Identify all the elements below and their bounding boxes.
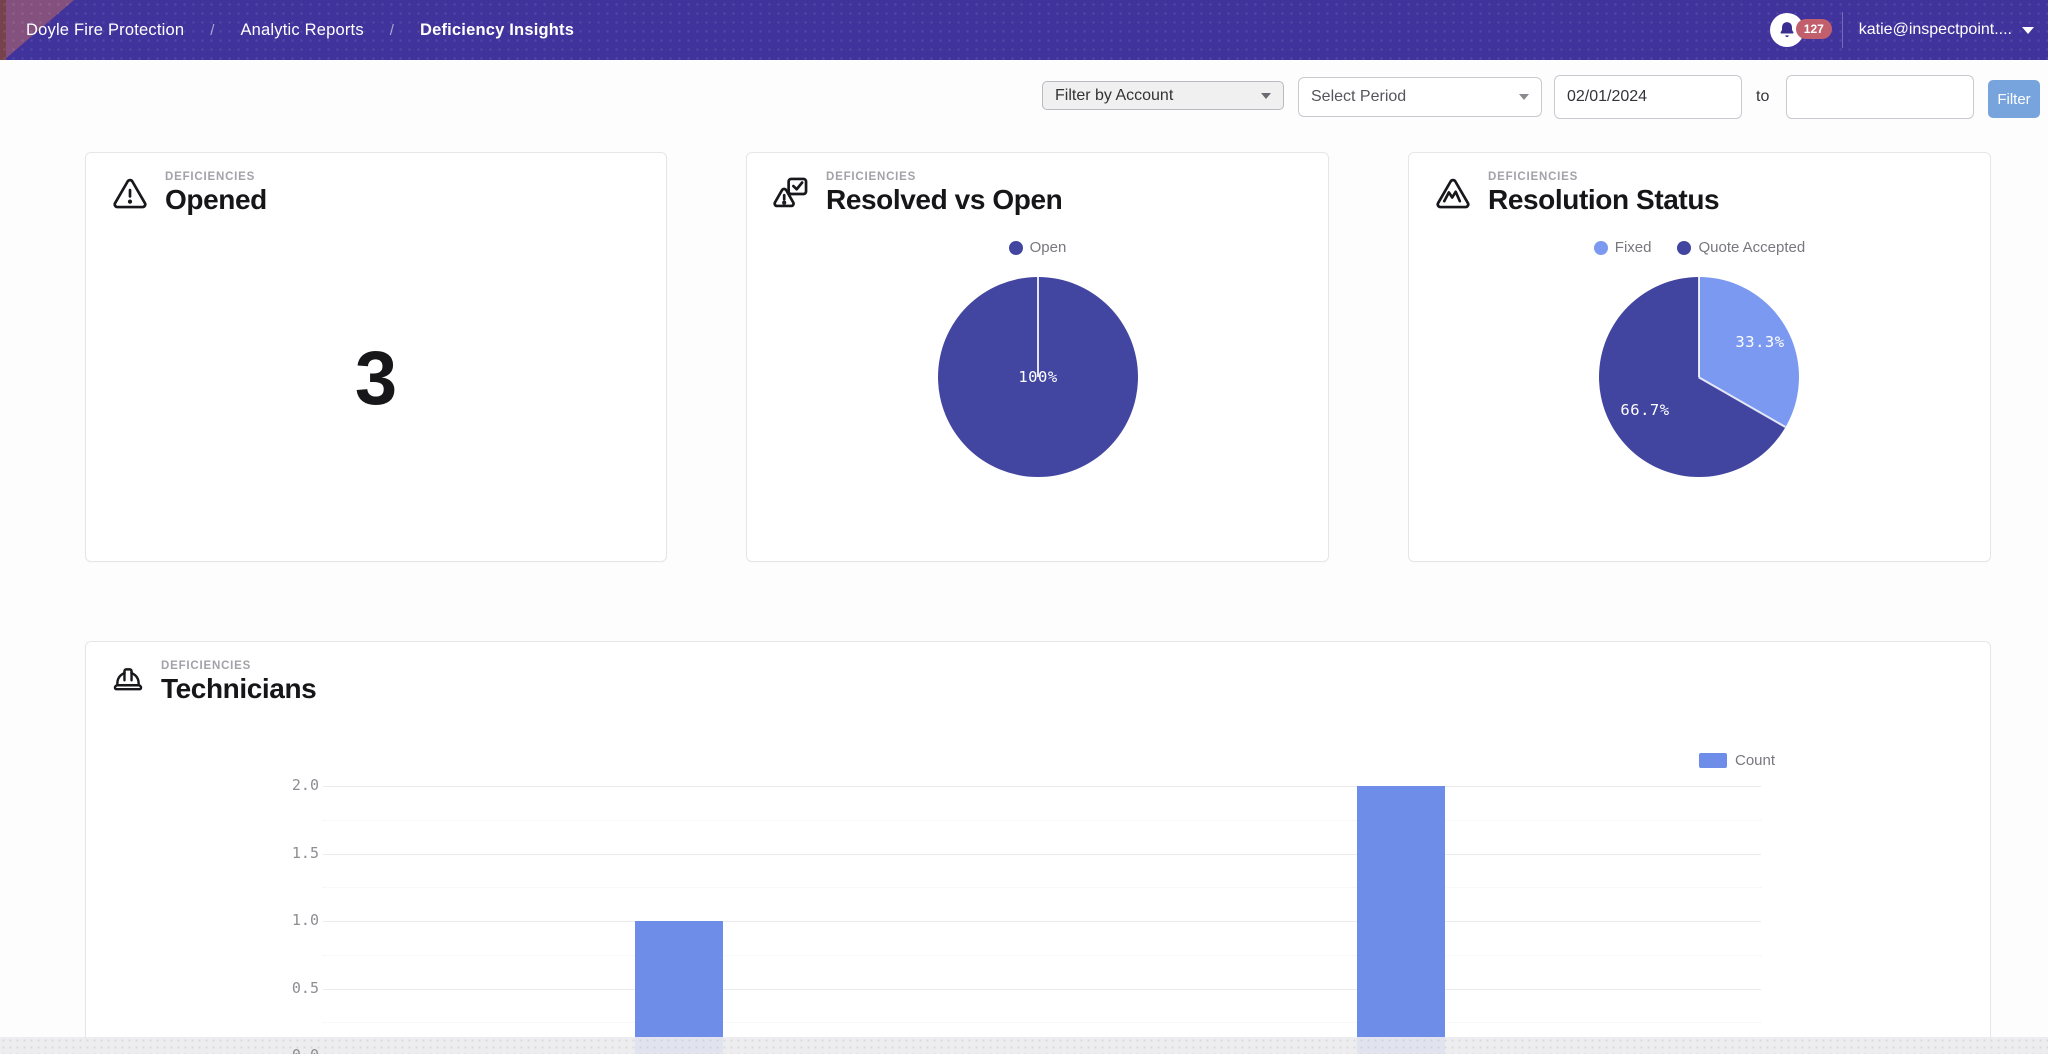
legend-label: Quote Accepted: [1698, 239, 1806, 256]
warning-triangle-icon: [113, 178, 147, 209]
pie-slice-separator: [1698, 277, 1700, 377]
navbar-right-group: 127 katie@inspectpoint....: [1769, 0, 2040, 60]
bar-count[interactable]: [1357, 786, 1445, 1054]
card-title: Resolution Status: [1488, 184, 1720, 215]
card-title: Opened: [165, 184, 267, 215]
legend-item-fixed[interactable]: Fixed: [1593, 239, 1652, 256]
gridline: [323, 954, 1761, 956]
legend-item-open[interactable]: Open: [1008, 239, 1067, 256]
breadcrumb-analytic-reports[interactable]: Analytic Reports: [240, 20, 364, 39]
legend-label: Fixed: [1614, 239, 1652, 256]
navbar-edge-accent: [0, 0, 6, 60]
opened-count-value: 3: [354, 336, 398, 421]
pie-slice-label: 100%: [1018, 368, 1058, 386]
legend-item-count[interactable]: Count: [1699, 752, 1775, 769]
gridline: [323, 887, 1761, 889]
breadcrumb-separator: /: [389, 21, 394, 39]
date-to-input[interactable]: [1786, 75, 1974, 119]
gridline: [323, 921, 1761, 922]
card-eyebrow: DEFICIENCIES: [1488, 171, 1579, 183]
hard-hat-icon: [113, 668, 143, 691]
legend-swatch: [1699, 753, 1727, 768]
account-filter-label: Filter by Account: [1055, 86, 1174, 104]
pie-legend: Open: [747, 239, 1328, 256]
period-select[interactable]: Select Period: [1298, 77, 1542, 117]
navbar-divider: [1841, 12, 1843, 48]
chevron-down-icon: [1519, 94, 1529, 100]
card-title: Resolved vs Open: [826, 184, 1063, 215]
pie-slice-separator: [1037, 277, 1039, 377]
chevron-down-icon: [1261, 92, 1271, 99]
breadcrumb-deficiency-insights[interactable]: Deficiency Insights: [419, 20, 575, 39]
pie-legend: Fixed Quote Accepted: [1409, 239, 1990, 256]
card-eyebrow: DEFICIENCIES: [161, 660, 252, 672]
card-header: DEFICIENCIES Resolved vs Open: [772, 171, 1063, 216]
legend-label: Open: [1029, 239, 1067, 256]
y-axis-tick: 2.0: [291, 776, 319, 794]
legend-dot: [1008, 240, 1023, 255]
gridline: [323, 988, 1761, 990]
pie-slice-label-quote-accepted: 66.7%: [1620, 401, 1670, 419]
date-range-to-label: to: [1756, 88, 1770, 105]
user-menu[interactable]: katie@inspectpoint....: [1859, 21, 2040, 39]
card-header: DEFICIENCIES Technicians: [111, 660, 317, 705]
breadcrumb-company[interactable]: Doyle Fire Protection: [26, 20, 185, 39]
date-from-input[interactable]: [1554, 75, 1742, 119]
card-header: DEFICIENCIES Resolution Status: [1434, 171, 1720, 216]
notification-count-badge: 127: [1795, 19, 1832, 39]
card-title: Technicians: [161, 673, 317, 704]
bell-icon: [1780, 22, 1794, 38]
breadcrumb: Doyle Fire Protection / Analytic Reports…: [26, 0, 574, 60]
y-axis-tick: 0.5: [291, 979, 319, 997]
card-header: DEFICIENCIES Opened: [111, 171, 267, 216]
horizontal-scrollbar-track[interactable]: [0, 1037, 2048, 1054]
y-axis-tick: 1.5: [291, 844, 319, 862]
activity-triangle-icon: [1436, 178, 1470, 209]
technicians-bar-chart: [323, 642, 1761, 1054]
gridline: [323, 853, 1761, 855]
card-eyebrow: DEFICIENCIES: [826, 171, 917, 183]
card-technicians: DEFICIENCIES Technicians Count 2.0 1.5 1…: [85, 641, 1991, 1054]
chevron-down-icon: [2022, 26, 2034, 34]
resolution-status-pie-chart[interactable]: 33.3% 66.7%: [1599, 277, 1799, 477]
y-axis-tick: 1.0: [291, 911, 319, 929]
gridline: [323, 1022, 1761, 1024]
card-resolved-vs-open: DEFICIENCIES Resolved vs Open Open 100%: [746, 152, 1329, 562]
card-eyebrow: DEFICIENCIES: [165, 171, 256, 183]
y-axis-tick: 0.0: [259, 1046, 319, 1054]
account-filter-select[interactable]: Filter by Account: [1042, 81, 1284, 110]
legend-dot: [1593, 240, 1608, 255]
card-resolution-status: DEFICIENCIES Resolution Status Fixed Quo…: [1408, 152, 1991, 562]
notifications-button[interactable]: 127: [1769, 10, 1832, 50]
card-deficiencies-opened: DEFICIENCIES Opened 3: [85, 152, 667, 562]
pie-slice-separator: [1698, 376, 1787, 428]
legend-item-quote-accepted[interactable]: Quote Accepted: [1677, 239, 1805, 256]
gridline: [323, 819, 1761, 821]
legend-dot: [1677, 240, 1692, 255]
gridline: [323, 786, 1761, 787]
top-navbar: Doyle Fire Protection / Analytic Reports…: [0, 0, 2048, 60]
bar-count[interactable]: [635, 921, 723, 1054]
resolved-vs-open-pie-chart[interactable]: 100%: [938, 277, 1138, 477]
pie-slice-label-fixed: 33.3%: [1735, 333, 1785, 351]
resolved-check-warning-icon: [773, 177, 808, 208]
legend-label: Count: [1735, 752, 1776, 769]
breadcrumb-separator: /: [210, 21, 215, 39]
user-email: katie@inspectpoint....: [1858, 21, 2012, 38]
filter-button[interactable]: Filter: [1988, 80, 2040, 118]
period-select-label: Select Period: [1311, 88, 1407, 105]
